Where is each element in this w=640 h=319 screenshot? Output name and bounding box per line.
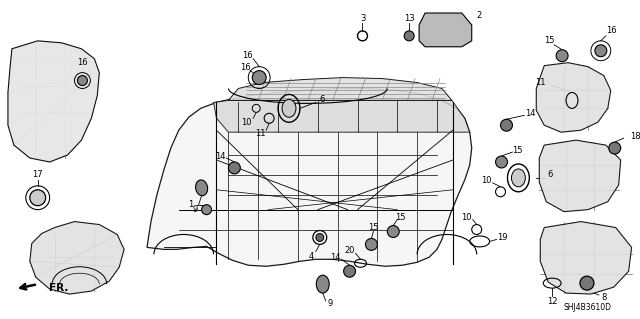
Ellipse shape [316,275,329,293]
Circle shape [228,162,241,174]
Text: 11: 11 [255,129,266,138]
Text: 18: 18 [630,132,640,141]
Text: 4: 4 [308,252,314,261]
Text: 14: 14 [330,253,341,262]
Circle shape [77,76,88,85]
Circle shape [609,142,621,154]
Text: 10: 10 [461,213,472,222]
Ellipse shape [511,169,525,187]
Text: 20: 20 [344,246,355,255]
Ellipse shape [282,100,296,117]
Polygon shape [419,13,472,47]
Text: FR.: FR. [49,283,68,293]
Text: 13: 13 [404,14,415,24]
Polygon shape [8,41,99,162]
Circle shape [344,265,356,277]
Circle shape [595,45,607,57]
Polygon shape [147,88,472,266]
Text: 17: 17 [33,170,43,179]
Text: 15: 15 [512,145,523,155]
Text: 2: 2 [477,11,482,20]
Circle shape [495,156,508,168]
Text: 1: 1 [188,200,193,209]
Polygon shape [536,63,611,132]
Circle shape [556,50,568,62]
Text: 15: 15 [544,36,554,45]
Text: SHJ4B3610D: SHJ4B3610D [564,303,612,313]
Text: 11: 11 [535,78,545,87]
Circle shape [387,226,399,237]
Circle shape [316,234,324,241]
Circle shape [252,70,266,85]
Text: 3: 3 [360,14,365,24]
Polygon shape [540,140,621,211]
Polygon shape [214,100,470,132]
Text: 10: 10 [481,176,492,185]
Text: 9: 9 [327,300,332,308]
Polygon shape [30,222,124,294]
Text: 14: 14 [525,109,536,118]
Text: 16: 16 [240,63,251,72]
Text: 8: 8 [601,293,607,301]
Circle shape [202,205,212,215]
Text: 16: 16 [607,26,617,35]
Polygon shape [228,78,452,100]
Text: 9: 9 [192,205,197,214]
Circle shape [500,119,513,131]
Text: 19: 19 [497,233,508,242]
Text: 6: 6 [547,170,553,179]
Text: 14: 14 [215,152,226,160]
Circle shape [365,239,378,250]
Text: 6: 6 [319,95,324,104]
Text: 15: 15 [368,223,379,232]
Circle shape [580,276,594,290]
Text: 15: 15 [395,213,406,222]
Circle shape [30,190,45,206]
Text: 16: 16 [77,58,88,67]
Text: 10: 10 [241,118,252,127]
Text: 12: 12 [547,297,557,306]
Circle shape [404,31,414,41]
Polygon shape [540,222,632,294]
Text: 16: 16 [242,51,253,60]
Ellipse shape [196,180,207,196]
